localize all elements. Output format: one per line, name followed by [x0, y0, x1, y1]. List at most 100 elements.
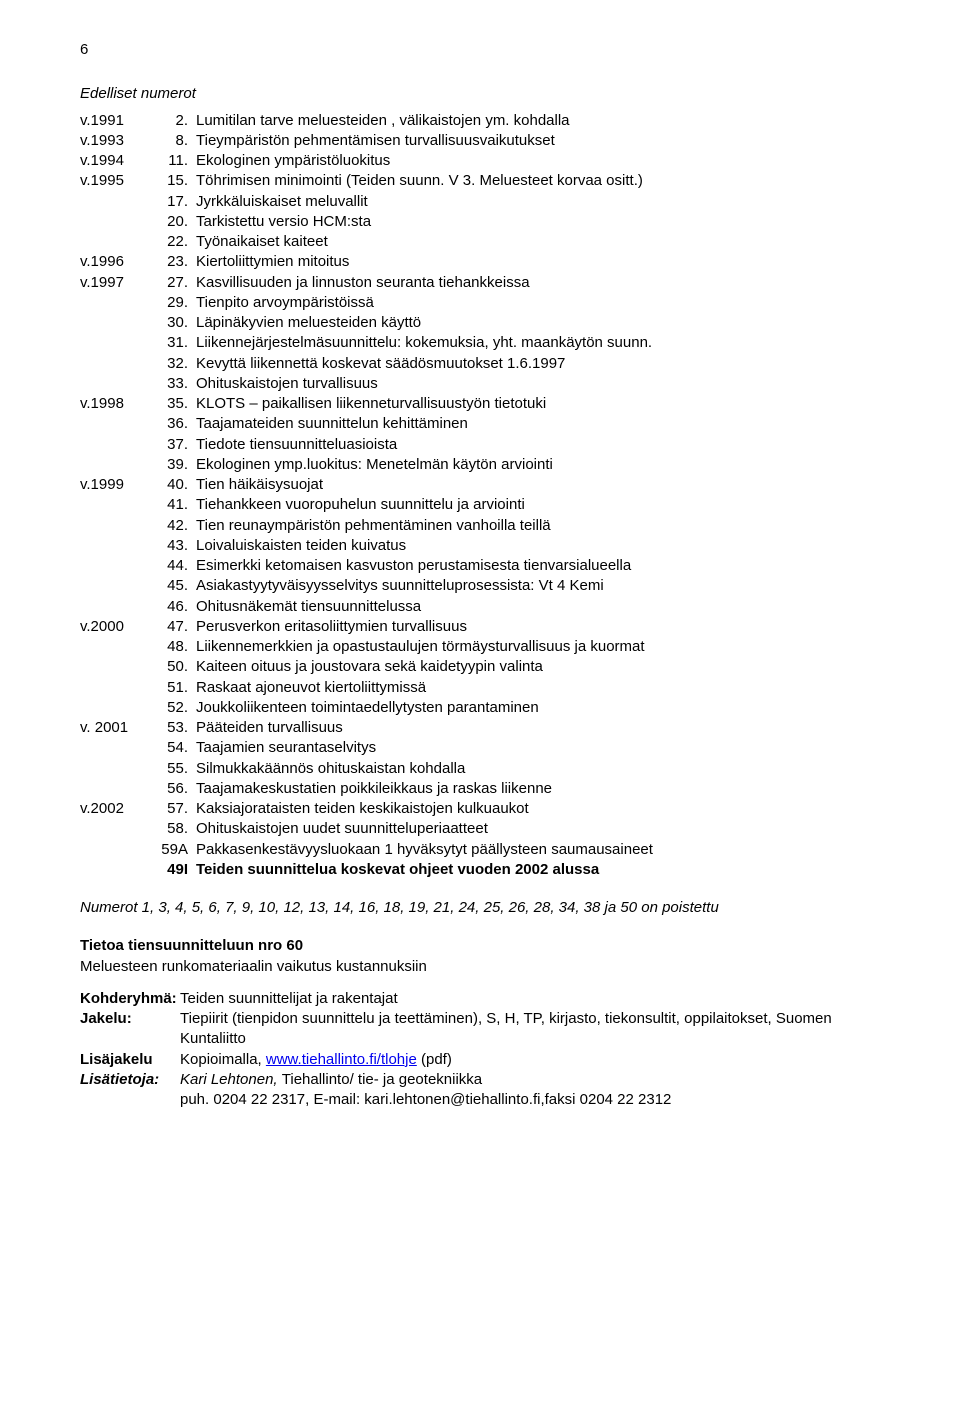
entry-number: 36. [150, 414, 196, 434]
year-label [80, 698, 150, 718]
list-row: v.199940.Tien häikäisysuojat [80, 475, 880, 495]
year-list: v.19912.Lumitilan tarve meluesteiden , v… [80, 111, 880, 881]
entry-number: 49I [150, 860, 196, 880]
year-label: v.1991 [80, 111, 150, 131]
year-label: v. 2001 [80, 718, 150, 738]
entry-text: Pääteiden turvallisuus [196, 718, 880, 738]
list-row: 49ITeiden suunnittelua koskevat ohjeet v… [80, 860, 880, 880]
year-label: v.1999 [80, 475, 150, 495]
entry-text: Loivaluiskaisten teiden kuivatus [196, 536, 880, 556]
meta-jakelu: Jakelu: Tiepiirit (tienpidon suunnittelu… [80, 1009, 880, 1050]
lisajakelu-prefix: Kopioimalla, [180, 1051, 266, 1068]
list-row: 32.Kevyttä liikennettä koskevat säädösmu… [80, 354, 880, 374]
entry-text: Tiedote tiensuunnitteluasioista [196, 435, 880, 455]
list-row: 36.Taajamateiden suunnittelun kehittämin… [80, 414, 880, 434]
lisajakelu-link[interactable]: www.tiehallinto.fi/tlohje [266, 1051, 417, 1068]
list-row: 55.Silmukkakäännös ohituskaistan kohdall… [80, 759, 880, 779]
info-title: Tietoa tiensuunnitteluun nro 60 [80, 936, 880, 956]
entry-text: Tieympäristön pehmentämisen turvallisuus… [196, 131, 880, 151]
entry-number: 57. [150, 799, 196, 819]
year-label: v.2000 [80, 617, 150, 637]
list-row: v.19912.Lumitilan tarve meluesteiden , v… [80, 111, 880, 131]
year-label [80, 374, 150, 394]
entry-text: Joukkoliikenteen toimintaedellytysten pa… [196, 698, 880, 718]
list-row: 58.Ohituskaistojen uudet suunnitteluperi… [80, 819, 880, 839]
year-label [80, 435, 150, 455]
list-row: 59APakkasenkestävyysluokaan 1 hyväksytyt… [80, 840, 880, 860]
year-label: v.1998 [80, 394, 150, 414]
list-row: 37.Tiedote tiensuunnitteluasioista [80, 435, 880, 455]
list-row: 48.Liikennemerkkien ja opastustaulujen t… [80, 637, 880, 657]
list-row: v.199835.KLOTS – paikallisen liikennetur… [80, 394, 880, 414]
list-row: 54.Taajamien seurantaselvitys [80, 738, 880, 758]
entry-text: Esimerkki ketomaisen kasvuston perustami… [196, 556, 880, 576]
year-label [80, 860, 150, 880]
year-label [80, 354, 150, 374]
year-label [80, 192, 150, 212]
entry-text: Tienpito arvoympäristöissä [196, 293, 880, 313]
entry-text: Kaiteen oituus ja joustovara sekä kaidet… [196, 657, 880, 677]
list-row: 41.Tiehankkeen vuoropuhelun suunnittelu … [80, 495, 880, 515]
meta-label: Jakelu: [80, 1009, 180, 1050]
entry-number: 53. [150, 718, 196, 738]
list-row: v. 200153.Pääteiden turvallisuus [80, 718, 880, 738]
list-row: 33.Ohituskaistojen turvallisuus [80, 374, 880, 394]
entry-number: 20. [150, 212, 196, 232]
entry-text: Taajamien seurantaselvitys [196, 738, 880, 758]
year-label [80, 738, 150, 758]
entry-number: 23. [150, 252, 196, 272]
year-label: v.1993 [80, 131, 150, 151]
entry-text: Tien reunaympäristön pehmentäminen vanho… [196, 516, 880, 536]
list-row: 39.Ekologinen ymp.luokitus: Menetelmän k… [80, 455, 880, 475]
entry-text: Jyrkkäluiskaiset meluvallit [196, 192, 880, 212]
entry-text: Ohitusnäkemät tiensuunnittelussa [196, 597, 880, 617]
entry-text: Tien häikäisysuojat [196, 475, 880, 495]
entry-number: 22. [150, 232, 196, 252]
entry-number: 41. [150, 495, 196, 515]
entry-number: 11. [150, 151, 196, 171]
entry-number: 17. [150, 192, 196, 212]
entry-text: Ekologinen ymp.luokitus: Menetelmän käyt… [196, 455, 880, 475]
entry-number: 32. [150, 354, 196, 374]
year-label [80, 779, 150, 799]
list-row: v.19938.Tieympäristön pehmentämisen turv… [80, 131, 880, 151]
document-page: 6 Edelliset numerot v.19912.Lumitilan ta… [0, 0, 960, 1406]
year-label [80, 556, 150, 576]
year-label: v.1997 [80, 273, 150, 293]
year-label: v.1994 [80, 151, 150, 171]
year-label [80, 455, 150, 475]
entry-text: Liikennemerkkien ja opastustaulujen törm… [196, 637, 880, 657]
entry-number: 47. [150, 617, 196, 637]
year-label: v.2002 [80, 799, 150, 819]
entry-text: Töhrimisen minimointi (Teiden suunn. V 3… [196, 171, 880, 191]
entry-text: Kasvillisuuden ja linnuston seuranta tie… [196, 273, 880, 293]
lisatietoja-name: Kari Lehtonen, [180, 1071, 282, 1088]
year-label [80, 678, 150, 698]
list-row: v.199623.Kiertoliittymien mitoitus [80, 252, 880, 272]
entry-text: Läpinäkyvien meluesteiden käyttö [196, 313, 880, 333]
meta-label: Lisätietoja: [80, 1070, 180, 1090]
lisajakelu-suffix: (pdf) [417, 1051, 452, 1068]
entry-number: 29. [150, 293, 196, 313]
lisatietoja-org: Tiehallinto/ tie- ja geotekniikka [282, 1071, 482, 1088]
entry-text: KLOTS – paikallisen liikenneturvallisuus… [196, 394, 880, 414]
entry-number: 31. [150, 333, 196, 353]
year-label [80, 657, 150, 677]
entry-number: 54. [150, 738, 196, 758]
entry-text: Pakkasenkestävyysluokaan 1 hyväksytyt pä… [196, 840, 880, 860]
list-row: 29.Tienpito arvoympäristöissä [80, 293, 880, 313]
entry-text: Ohituskaistojen uudet suunnitteluperiaat… [196, 819, 880, 839]
year-label [80, 576, 150, 596]
entry-number: 46. [150, 597, 196, 617]
list-row: 45.Asiakastyytyväisyysselvitys suunnitte… [80, 576, 880, 596]
entry-number: 43. [150, 536, 196, 556]
entry-text: Tarkistettu versio HCM:sta [196, 212, 880, 232]
list-row: 31.Liikennejärjestelmäsuunnittelu: kokem… [80, 333, 880, 353]
entry-number: 45. [150, 576, 196, 596]
entry-text: Kiertoliittymien mitoitus [196, 252, 880, 272]
entry-number: 27. [150, 273, 196, 293]
page-number: 6 [80, 40, 880, 60]
entry-number: 8. [150, 131, 196, 151]
entry-number: 50. [150, 657, 196, 677]
entry-number: 58. [150, 819, 196, 839]
